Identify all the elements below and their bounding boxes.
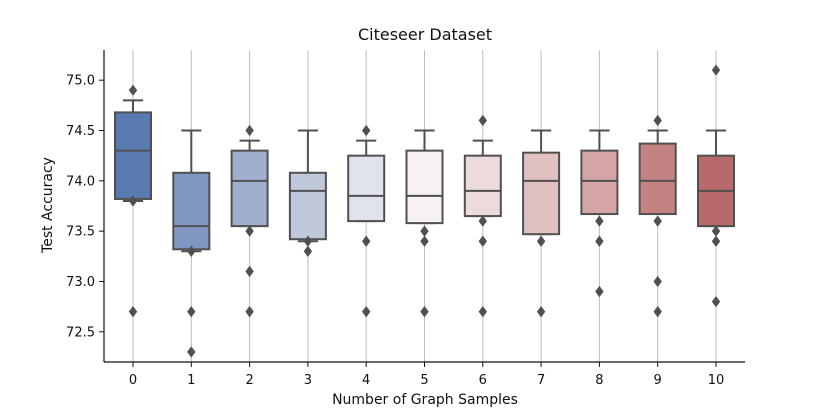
y-tick-label-73.5: 73.5 — [66, 225, 95, 240]
outlier-7-0 — [536, 235, 546, 247]
box-group-3 — [288, 129, 327, 257]
box-group-9 — [638, 114, 677, 318]
outlier-10-1 — [711, 225, 721, 237]
outlier-6-3 — [478, 306, 487, 318]
outlier-1-1 — [187, 306, 196, 318]
outlier-10-3 — [711, 295, 721, 308]
box-6 — [463, 154, 502, 218]
outlier-5-0 — [420, 225, 429, 237]
outlier-8-2 — [595, 285, 604, 298]
box-1 — [172, 171, 211, 251]
box-group-7 — [522, 129, 561, 318]
x-tick-label-10: 10 — [708, 373, 725, 388]
y-tick-label-74.5: 74.5 — [66, 124, 95, 139]
boxes-layer — [114, 64, 735, 358]
x-tick-label-1: 1 — [187, 373, 195, 388]
outlier-5-2 — [420, 306, 429, 318]
outlier-9-3 — [653, 306, 662, 318]
outlier-7-1 — [536, 306, 546, 318]
box-group-10 — [697, 64, 735, 308]
outlier-3-0 — [303, 235, 313, 247]
axes-layer: 72.5 73.0 73.5 74.0 74.5 75.0 0 1 2 3 4 5 6 7 8 9 10 — [66, 50, 745, 388]
box-3 — [288, 171, 327, 241]
box-group-0 — [114, 84, 152, 318]
box-0 — [114, 111, 152, 200]
box-group-6 — [463, 114, 502, 318]
x-tick-label-7: 7 — [537, 373, 545, 388]
outlier-6-1 — [478, 215, 487, 227]
outlier-8-0 — [595, 215, 604, 227]
box-group-2 — [230, 124, 269, 318]
box-group-8 — [580, 129, 619, 298]
box-8 — [580, 149, 619, 216]
x-tick-label-0: 0 — [129, 373, 137, 388]
outlier-4-1 — [362, 235, 371, 247]
x-tick-label-2: 2 — [245, 373, 253, 388]
outlier-2-2 — [245, 265, 254, 278]
outlier-9-1 — [653, 215, 662, 227]
box-2 — [230, 149, 269, 228]
outlier-1-0 — [187, 245, 196, 257]
box-9 — [638, 142, 677, 216]
box-group-4 — [347, 124, 386, 318]
x-tick-label-8: 8 — [595, 373, 603, 388]
x-axis-label: Number of Graph Samples — [332, 392, 518, 408]
y-tick-label-73.0: 73.0 — [66, 275, 95, 290]
outlier-10-2 — [711, 235, 721, 247]
x-tick-label-6: 6 — [479, 373, 487, 388]
chart-title: Citeseer Dataset — [358, 25, 492, 44]
y-tick-label-72.5: 72.5 — [66, 325, 95, 340]
outlier-5-1 — [420, 235, 429, 247]
x-tick-label-9: 9 — [654, 373, 662, 388]
x-tick-label-5: 5 — [420, 373, 428, 388]
outlier-6-0 — [478, 114, 487, 127]
outlier-1-2 — [187, 346, 196, 358]
outlier-6-2 — [478, 235, 487, 247]
box-5 — [405, 149, 444, 225]
box-4 — [347, 154, 386, 223]
outlier-0-2 — [128, 306, 138, 318]
y-tick-label-74.0: 74.0 — [66, 174, 95, 189]
outlier-2-3 — [245, 306, 254, 318]
y-axis-label: Test Accuracy — [40, 157, 56, 254]
box-group-5 — [405, 129, 444, 318]
box-7 — [522, 151, 561, 236]
outlier-4-2 — [362, 306, 371, 318]
outlier-9-0 — [653, 114, 662, 127]
outlier-0-1 — [128, 195, 138, 207]
outlier-0-0 — [128, 84, 138, 96]
y-tick-label-75.0: 75.0 — [66, 74, 95, 89]
outlier-10-0 — [711, 64, 721, 76]
outlier-4-0 — [362, 124, 371, 137]
outlier-2-0 — [245, 124, 254, 137]
outlier-9-2 — [653, 275, 662, 288]
outlier-2-1 — [245, 225, 254, 237]
x-tick-label-4: 4 — [362, 373, 370, 388]
outlier-3-1 — [303, 245, 313, 257]
outlier-8-1 — [595, 235, 604, 247]
box-group-1 — [172, 129, 211, 358]
x-tick-label-3: 3 — [304, 373, 312, 388]
